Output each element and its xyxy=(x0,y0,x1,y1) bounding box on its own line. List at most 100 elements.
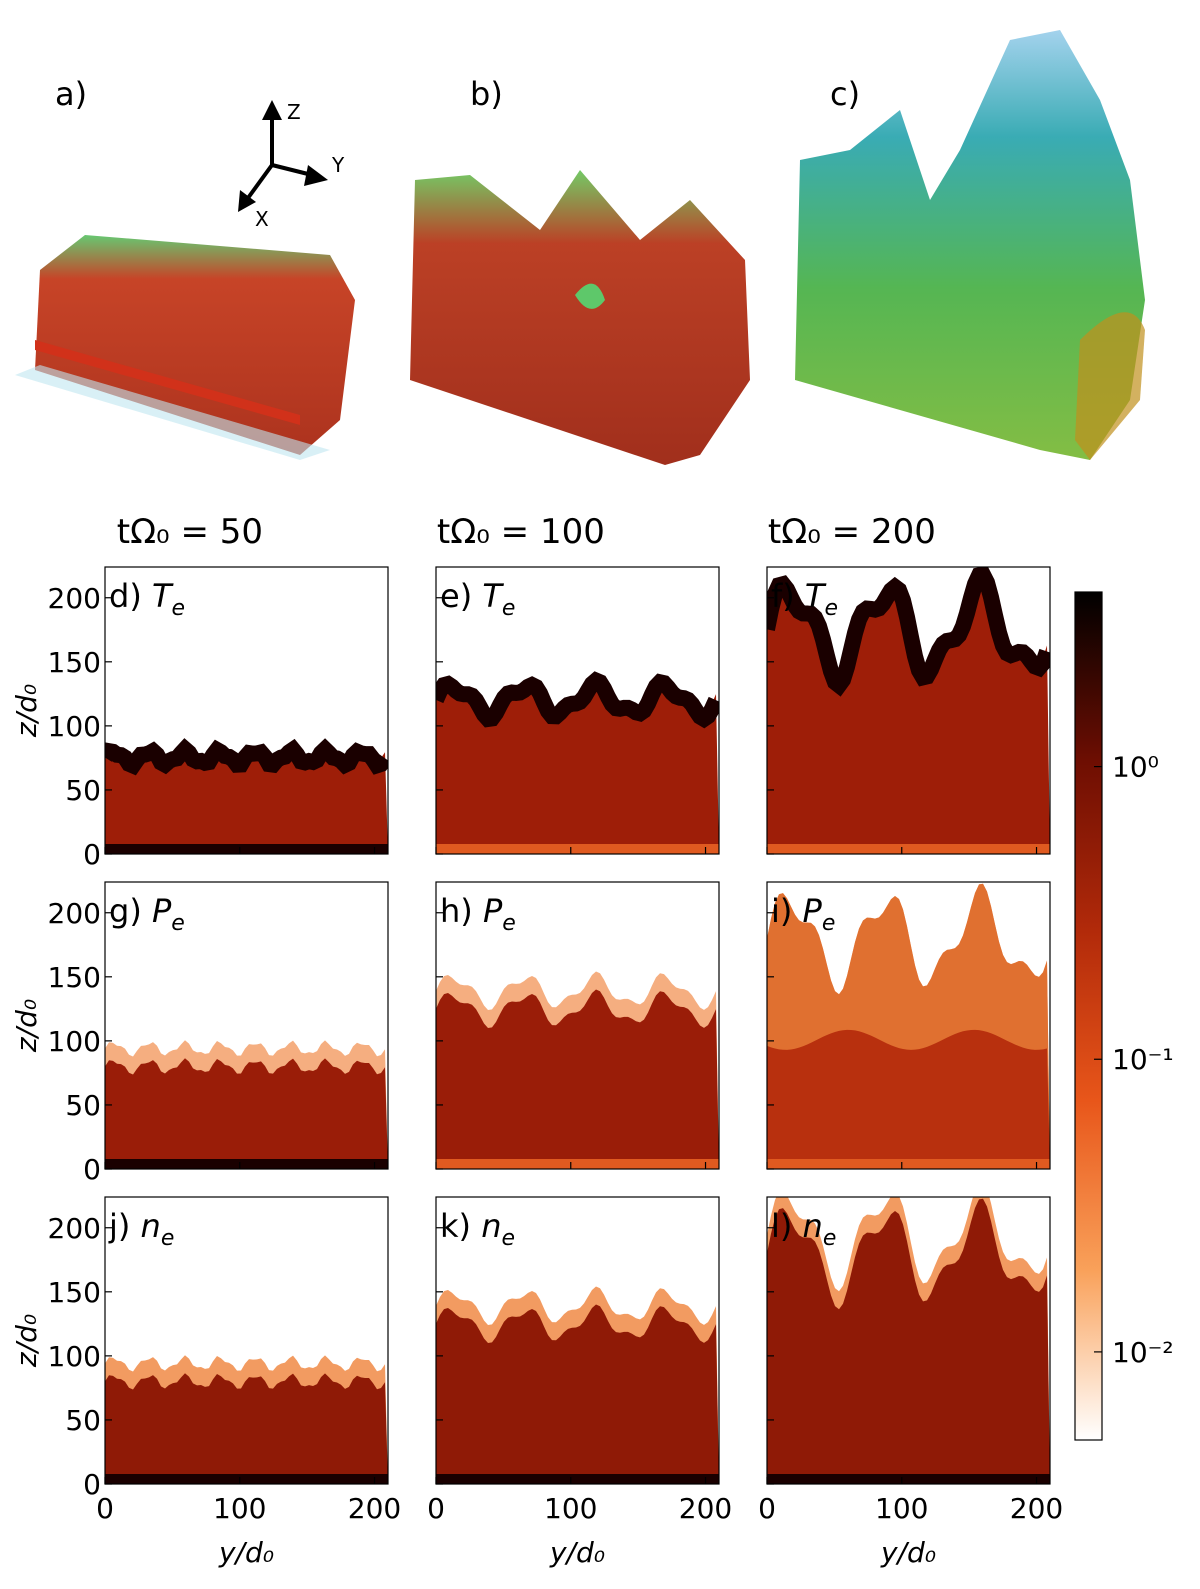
panel-subscript: e xyxy=(824,596,838,621)
body xyxy=(436,1304,719,1484)
colorbar xyxy=(1074,591,1103,1441)
y-tick-label: 100 xyxy=(48,1340,101,1373)
body xyxy=(767,568,1050,854)
panel-letter: i) xyxy=(771,892,792,930)
heatmap-panel: f) Te tΩ₀ = 200 xyxy=(766,512,1051,855)
base-layer xyxy=(436,1474,719,1484)
panel-letter: e) xyxy=(440,577,472,615)
column-title: tΩ₀ = 100 xyxy=(437,512,605,552)
heatmap-image xyxy=(436,971,719,1169)
y-tick-label: 150 xyxy=(48,1276,101,1309)
colorbar-tick-label: 10⁰ xyxy=(1112,751,1159,784)
y-tick-label: 150 xyxy=(48,961,101,994)
y-tick-label: 100 xyxy=(48,710,101,743)
x-tick-label: 100 xyxy=(544,1492,597,1525)
panel-label: f) Te xyxy=(771,577,838,621)
x-tick-label: 0 xyxy=(427,1492,445,1525)
x-tick-label: 100 xyxy=(213,1492,266,1525)
heatmap-image xyxy=(436,1286,719,1484)
panel-label: g) Pe xyxy=(109,892,185,936)
y-tick-label: 0 xyxy=(83,1468,101,1501)
panel-letter: g) xyxy=(109,892,142,930)
x-axis-label: y/d₀ xyxy=(218,1536,274,1569)
heatmap-panel: 0 100 200 k) ne y/d₀ xyxy=(427,1196,732,1569)
y-tick-label: 200 xyxy=(48,1212,101,1245)
panel-subscript: e xyxy=(501,1226,515,1251)
panel-label: k) ne xyxy=(440,1207,515,1251)
y-tick-label: 0 xyxy=(83,1153,101,1186)
x-tick-label: 200 xyxy=(679,1492,732,1525)
frame xyxy=(435,1196,720,1485)
body xyxy=(436,674,719,854)
y-tick-label: 150 xyxy=(48,646,101,679)
base-layer xyxy=(767,1159,1050,1169)
base-layer xyxy=(767,844,1050,854)
panel-symbol: P xyxy=(483,892,503,930)
panel-label: i) Pe xyxy=(771,892,835,936)
x-axis-label: y/d₀ xyxy=(880,1536,936,1569)
panel-subscript: e xyxy=(171,911,185,936)
panel-symbol: P xyxy=(803,892,823,930)
panel-subscript: e xyxy=(172,596,186,621)
render-label: a) xyxy=(55,75,87,113)
panel-symbol: n xyxy=(803,1207,823,1245)
base-layer xyxy=(105,1159,388,1169)
render-label: b) xyxy=(470,75,503,113)
heatmap-image xyxy=(105,738,388,854)
panel-subscript: e xyxy=(161,1226,175,1251)
frame xyxy=(766,566,1051,855)
panel-symbol: n xyxy=(481,1207,501,1245)
frame xyxy=(435,881,720,1170)
panel-letter: d) xyxy=(109,577,142,615)
panel-letter: k) xyxy=(440,1207,471,1245)
y-axis-label: z/d₀ xyxy=(10,999,43,1053)
heatmap-image xyxy=(436,671,719,854)
panel-symbol: T xyxy=(805,577,827,615)
panel-letter: h) xyxy=(440,892,473,930)
render-c xyxy=(795,30,1145,460)
frame xyxy=(104,1196,389,1485)
colorbar-tick-label: 10⁻¹ xyxy=(1112,1043,1174,1076)
y-axis-label: z/d₀ xyxy=(10,684,43,738)
render-label: c) xyxy=(830,75,860,113)
axis-triad-label: Y xyxy=(331,153,345,177)
frame xyxy=(766,1196,1051,1485)
panel-symbol: T xyxy=(152,577,174,615)
y-tick-label: 200 xyxy=(48,582,101,615)
panel-symbol: P xyxy=(152,892,172,930)
frame xyxy=(766,881,1051,1170)
body xyxy=(105,1373,388,1484)
heatmap-image xyxy=(767,567,1050,854)
panel-subscript: e xyxy=(823,1226,837,1251)
panel-subscript: e xyxy=(822,911,836,936)
base-layer xyxy=(105,844,388,854)
heatmap-panel: i) Pe xyxy=(766,881,1051,1170)
panel-label: l) ne xyxy=(771,1207,836,1251)
heatmap-image xyxy=(105,1355,388,1484)
base-layer xyxy=(436,1159,719,1169)
panel-label: d) Te xyxy=(109,577,185,621)
front-band xyxy=(105,738,388,776)
body xyxy=(767,1198,1050,1484)
body xyxy=(105,1058,388,1169)
column-title: tΩ₀ = 200 xyxy=(768,512,936,552)
column-title: tΩ₀ = 50 xyxy=(117,512,263,552)
x-axis-label: y/d₀ xyxy=(549,1536,605,1569)
colorbar-tick-label: 10⁻² xyxy=(1112,1336,1174,1369)
panel-subscript: e xyxy=(502,911,516,936)
x-tick-label: 100 xyxy=(875,1492,928,1525)
frame xyxy=(435,566,720,855)
render-a xyxy=(15,235,355,460)
x-tick-label: 200 xyxy=(1010,1492,1063,1525)
y-tick-label: 0 xyxy=(83,838,101,871)
heatmap-panel: 0 100 200 l) ne y/d₀ xyxy=(758,1196,1063,1569)
panel-label: j) ne xyxy=(108,1207,174,1251)
y-tick-label: 50 xyxy=(65,1404,101,1437)
y-tick-label: 50 xyxy=(65,1089,101,1122)
axis-triad-label: Z xyxy=(287,100,301,124)
heatmap-image xyxy=(767,1197,1050,1484)
panel-letter: f) xyxy=(771,577,795,615)
heatmap-panel: e) Te tΩ₀ = 100 xyxy=(435,512,720,855)
base-layer xyxy=(767,1474,1050,1484)
